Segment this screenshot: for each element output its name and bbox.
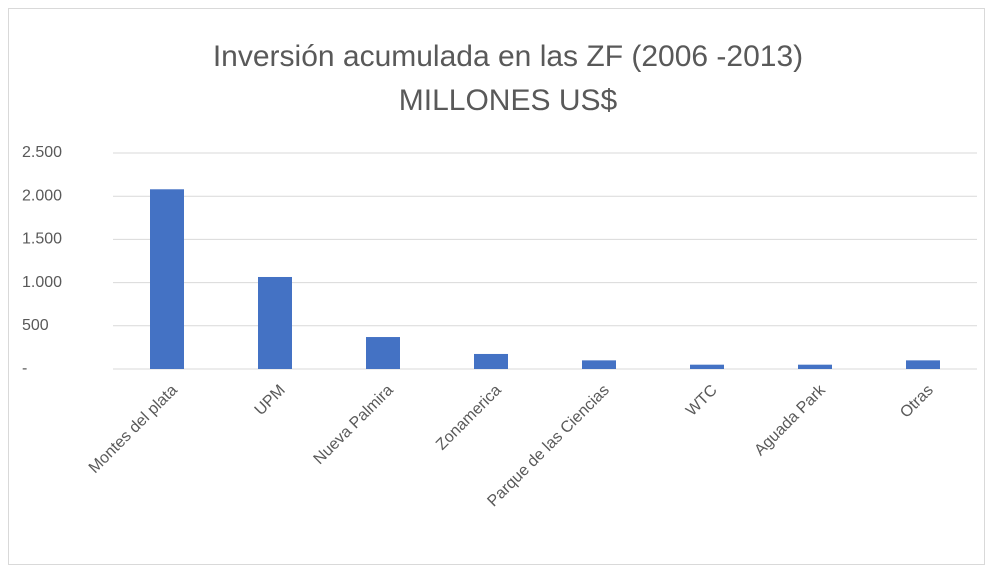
y-tick-label: -	[22, 360, 27, 377]
y-tick-label: 2.000	[22, 187, 62, 204]
bar	[798, 364, 832, 369]
chart-subtitle: MILLONES US$	[399, 84, 618, 117]
bar	[258, 276, 292, 369]
bar	[906, 360, 940, 369]
y-tick-label: 1.500	[22, 231, 62, 248]
y-tick-label: 2.500	[22, 144, 62, 161]
y-tick-label: 1.000	[22, 274, 62, 291]
y-tick-label: 500	[22, 317, 49, 334]
bar	[150, 189, 184, 369]
bar	[690, 364, 724, 369]
bar	[366, 337, 400, 369]
chart-title: Inversión acumulada en las ZF (2006 -201…	[213, 40, 803, 73]
bar	[582, 360, 616, 369]
bar	[474, 353, 508, 369]
